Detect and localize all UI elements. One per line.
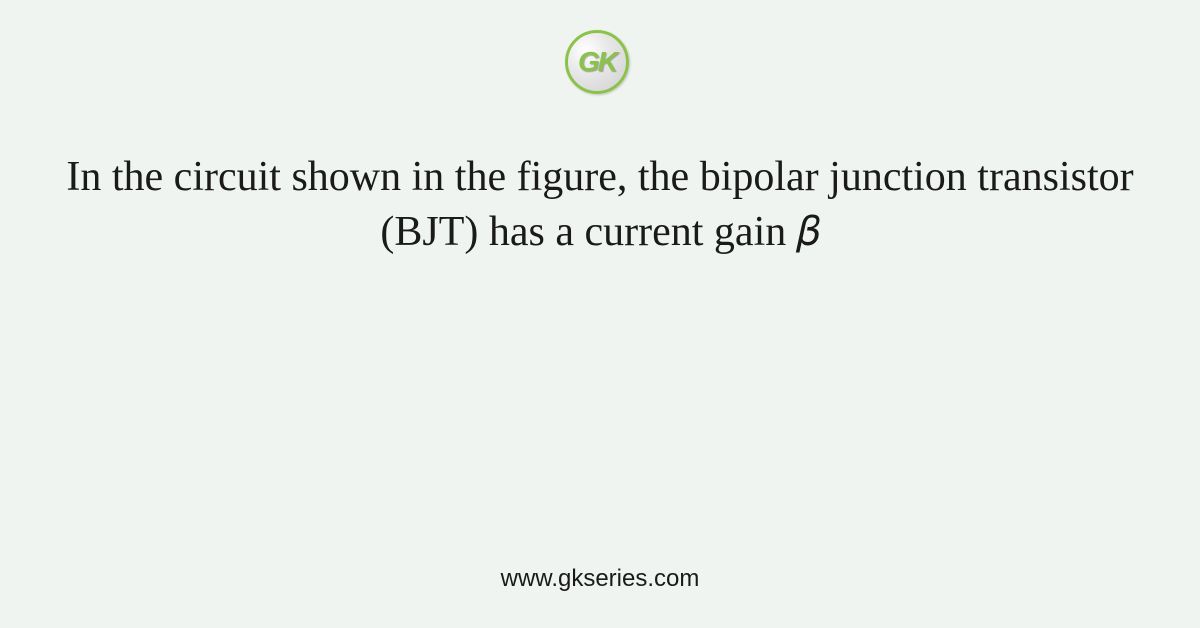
logo-container: GK [565, 30, 635, 100]
question-text: In the circuit shown in the figure, the … [50, 150, 1150, 259]
footer-url: www.gkseries.com [0, 565, 1200, 593]
logo-circle: GK [565, 30, 629, 94]
logo-text: GK [578, 46, 616, 78]
